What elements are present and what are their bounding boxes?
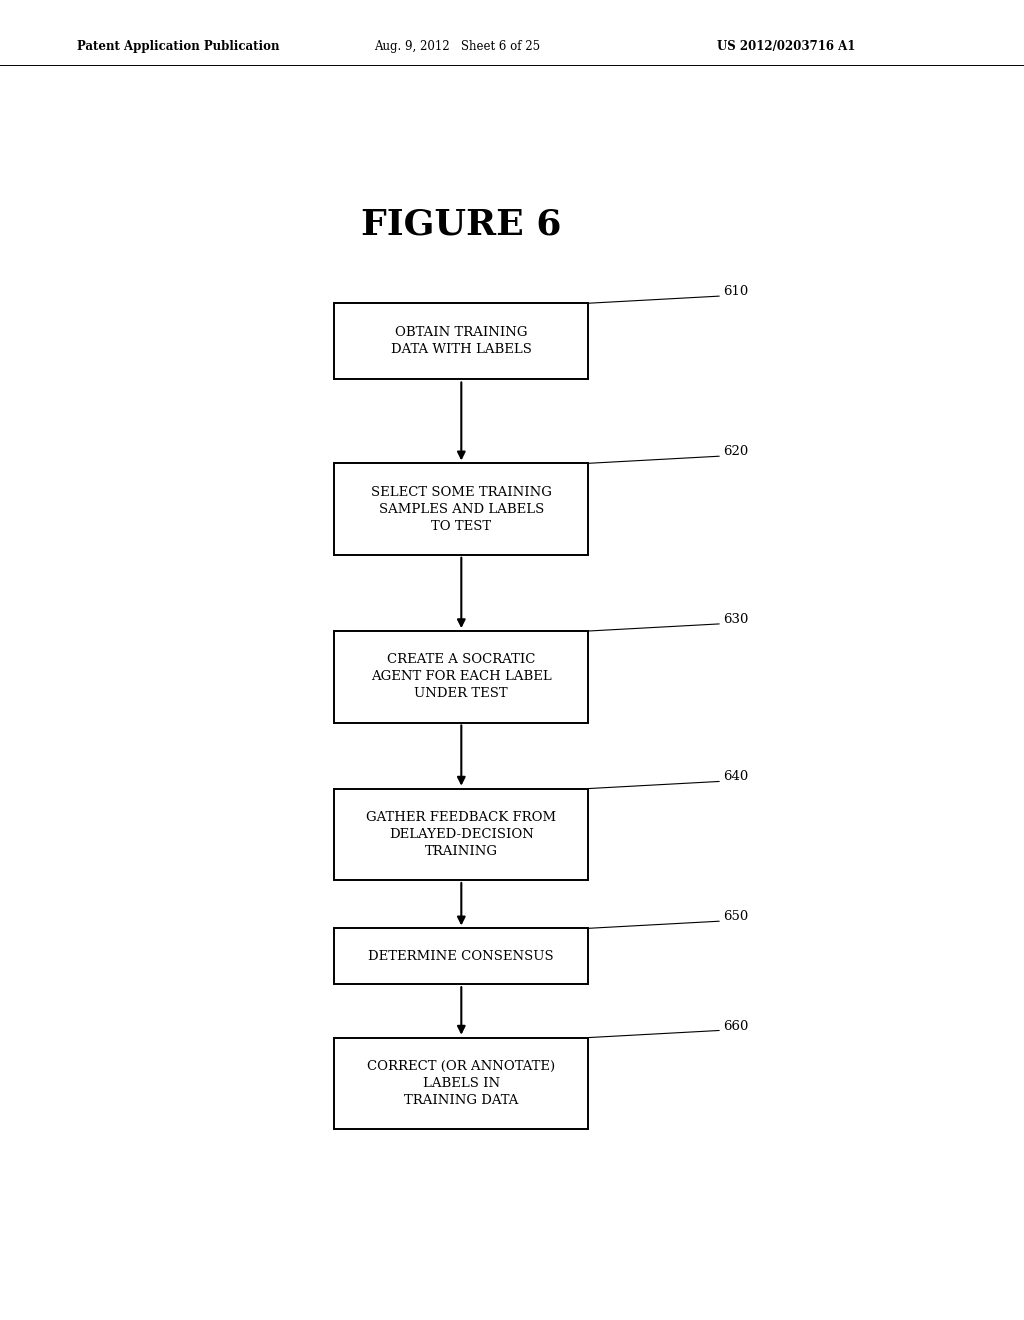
Text: CORRECT (OR ANNOTATE)
LABELS IN
TRAINING DATA: CORRECT (OR ANNOTATE) LABELS IN TRAINING… [368, 1060, 555, 1107]
Text: CREATE A SOCRATIC
AGENT FOR EACH LABEL
UNDER TEST: CREATE A SOCRATIC AGENT FOR EACH LABEL U… [371, 653, 552, 701]
Text: US 2012/0203716 A1: US 2012/0203716 A1 [717, 40, 855, 53]
Text: DETERMINE CONSENSUS: DETERMINE CONSENSUS [369, 950, 554, 962]
Bar [334, 631, 588, 722]
Text: GATHER FEEDBACK FROM
DELAYED-DECISION
TRAINING: GATHER FEEDBACK FROM DELAYED-DECISION TR… [367, 810, 556, 858]
Text: Aug. 9, 2012   Sheet 6 of 25: Aug. 9, 2012 Sheet 6 of 25 [374, 40, 540, 53]
Text: FIGURE 6: FIGURE 6 [361, 207, 561, 242]
Text: 630: 630 [723, 612, 749, 626]
Text: Patent Application Publication: Patent Application Publication [77, 40, 280, 53]
Bar [334, 928, 588, 985]
Text: 660: 660 [723, 1019, 749, 1032]
Text: SELECT SOME TRAINING
SAMPLES AND LABELS
TO TEST: SELECT SOME TRAINING SAMPLES AND LABELS … [371, 486, 552, 532]
Text: 620: 620 [723, 445, 749, 458]
Bar [334, 463, 588, 554]
Bar [334, 788, 588, 880]
Text: 640: 640 [723, 771, 749, 784]
Bar [334, 304, 588, 379]
Text: 650: 650 [723, 911, 749, 923]
Text: OBTAIN TRAINING
DATA WITH LABELS: OBTAIN TRAINING DATA WITH LABELS [391, 326, 531, 356]
Bar [334, 1038, 588, 1129]
Text: 610: 610 [723, 285, 749, 298]
